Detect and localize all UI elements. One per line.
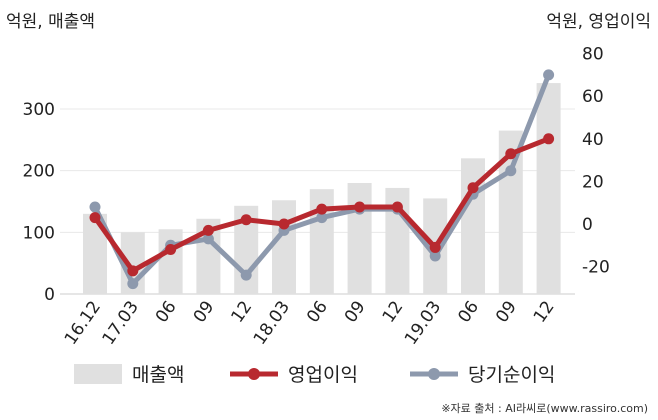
bar-09 bbox=[347, 182, 372, 294]
right-tick-label: 0 bbox=[582, 215, 593, 235]
point-17.03 bbox=[127, 265, 139, 277]
point-12 bbox=[240, 269, 252, 281]
legend-label: 영업이익 bbox=[288, 364, 358, 386]
right-axis-label: 억원, 영업이익 bbox=[546, 12, 651, 32]
right-tick-label: -20 bbox=[582, 258, 610, 278]
left-tick-label: 0 bbox=[44, 285, 55, 305]
point-09 bbox=[505, 165, 517, 177]
source-text: ※자료 출처 : AI라씨로(www.rassiro.com) bbox=[441, 402, 648, 415]
legend-item-영업이익: 영업이익 bbox=[230, 364, 358, 386]
x-tick-label: 12 bbox=[530, 297, 559, 326]
left-tick-label: 100 bbox=[23, 223, 55, 243]
point-06 bbox=[316, 203, 328, 215]
x-tick-label: 06 bbox=[454, 297, 483, 326]
point-12 bbox=[240, 214, 252, 226]
legend-label: 매출액 bbox=[132, 364, 184, 386]
x-tick-label: 12 bbox=[228, 297, 257, 326]
right-tick-label: 20 bbox=[582, 172, 604, 192]
left-axis-label: 억원, 매출액 bbox=[6, 12, 95, 32]
right-tick-label: 60 bbox=[582, 87, 604, 107]
point-09 bbox=[505, 148, 517, 160]
legend: 매출액 영업이익 당기순이익 bbox=[74, 364, 555, 386]
legend-item-매출액: 매출액 bbox=[74, 364, 184, 386]
x-tick-label: 16.12 bbox=[61, 297, 105, 348]
left-tick-label: 300 bbox=[23, 100, 55, 120]
legend-item-당기순이익: 당기순이익 bbox=[410, 364, 555, 386]
legend-marker bbox=[248, 368, 260, 380]
x-tick-label: 09 bbox=[190, 297, 219, 326]
bar-12 bbox=[536, 83, 561, 295]
point-12 bbox=[543, 69, 555, 81]
point-19.03 bbox=[429, 250, 441, 262]
legend-marker bbox=[428, 368, 440, 380]
bar-18.03 bbox=[272, 200, 296, 294]
point-18.03 bbox=[278, 218, 290, 230]
series-영업이익 bbox=[89, 133, 555, 277]
x-tick-label: 18.03 bbox=[250, 297, 294, 348]
x-tick-label: 06 bbox=[152, 297, 181, 326]
point-09 bbox=[202, 233, 214, 245]
right-tick-label: 80 bbox=[582, 45, 604, 65]
point-12 bbox=[543, 133, 555, 145]
point-06 bbox=[467, 182, 479, 194]
legend-swatch bbox=[74, 364, 122, 384]
left-axis-ticks: 0 100 200 300 bbox=[23, 100, 55, 305]
x-tick-label: 17.03 bbox=[99, 297, 143, 348]
point-17.03 bbox=[127, 278, 139, 290]
x-tick-label: 06 bbox=[303, 297, 332, 326]
right-axis-ticks: -20 0 20 40 60 80 bbox=[582, 45, 610, 278]
left-tick-label: 200 bbox=[23, 162, 55, 182]
x-tick-label: 19.03 bbox=[401, 297, 445, 348]
x-tick-label: 09 bbox=[341, 297, 370, 326]
point-06 bbox=[165, 244, 177, 256]
x-tick-label: 09 bbox=[492, 297, 521, 326]
bar-06 bbox=[158, 229, 183, 294]
legend-label: 당기순이익 bbox=[468, 364, 555, 386]
point-19.03 bbox=[429, 241, 441, 253]
point-16.12 bbox=[89, 201, 101, 213]
x-tick-label: 12 bbox=[379, 297, 408, 326]
point-09 bbox=[354, 201, 366, 213]
line-series bbox=[89, 69, 555, 290]
point-12 bbox=[391, 201, 403, 213]
point-09 bbox=[202, 224, 214, 236]
point-06 bbox=[316, 212, 328, 224]
right-tick-label: 40 bbox=[582, 130, 604, 150]
point-16.12 bbox=[89, 212, 101, 224]
